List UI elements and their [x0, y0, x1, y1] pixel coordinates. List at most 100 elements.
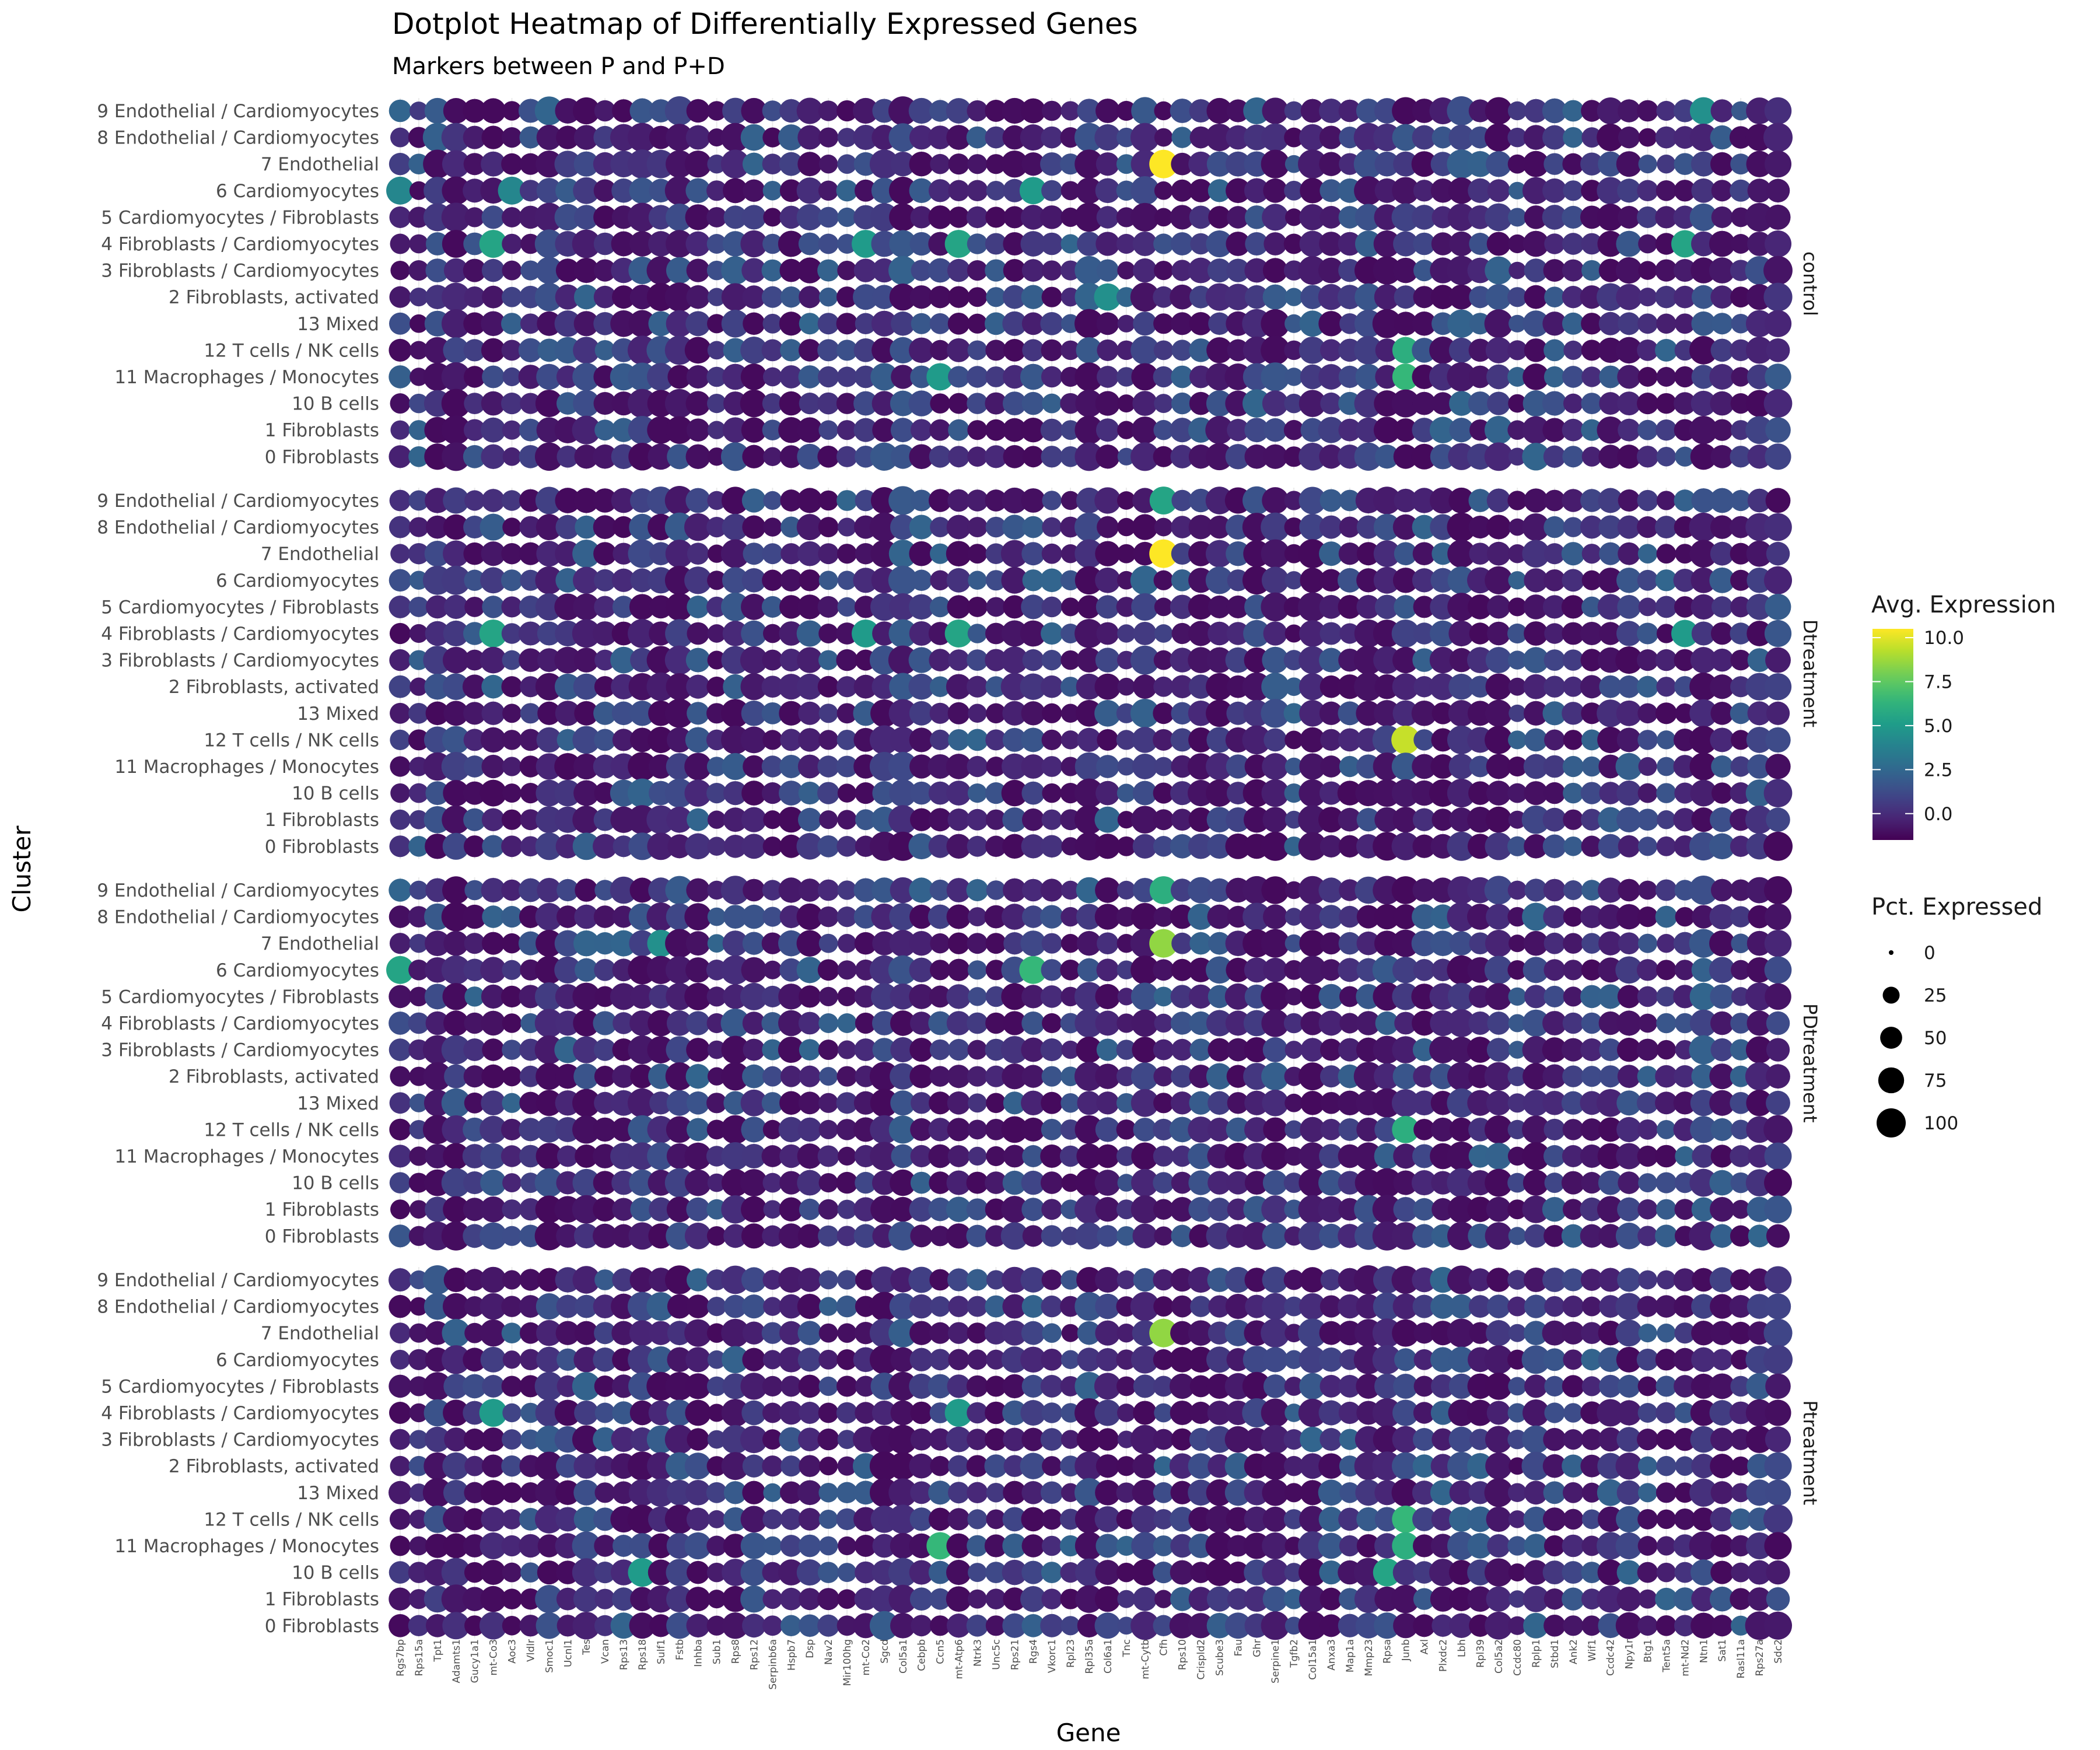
dot	[1320, 1091, 1342, 1114]
dot	[889, 673, 917, 701]
dot	[593, 1117, 617, 1142]
dot	[1338, 99, 1362, 123]
dot	[1447, 540, 1476, 568]
dot	[1261, 876, 1290, 904]
dot	[1580, 515, 1604, 539]
dot	[1060, 960, 1081, 981]
dot	[1413, 1376, 1435, 1397]
dot	[1224, 983, 1251, 1010]
dot	[649, 1321, 673, 1345]
dot	[1356, 417, 1381, 443]
dot	[1656, 1199, 1677, 1220]
dot	[1095, 1479, 1121, 1506]
dot	[928, 1480, 953, 1505]
dot	[409, 624, 428, 643]
dot	[1412, 568, 1437, 593]
cluster-label: 10 B cells	[292, 1173, 379, 1194]
dot	[819, 1457, 838, 1476]
dot	[665, 540, 694, 568]
dot	[685, 488, 711, 513]
dot	[818, 1119, 838, 1139]
dot	[1077, 958, 1101, 982]
dot	[1690, 779, 1717, 807]
dot	[519, 180, 541, 202]
dot	[1339, 905, 1361, 928]
dot	[929, 879, 951, 901]
dot	[556, 905, 579, 928]
dot	[1021, 1170, 1045, 1195]
dot	[535, 1425, 564, 1454]
dot	[1153, 809, 1174, 831]
dot	[911, 260, 932, 281]
dot	[536, 1090, 562, 1116]
dot	[888, 486, 918, 515]
dot	[1412, 1224, 1436, 1248]
dot	[572, 1088, 601, 1117]
dot	[1637, 1429, 1659, 1451]
dot	[502, 1093, 522, 1113]
dot	[574, 444, 598, 469]
dot	[721, 1318, 750, 1348]
dot	[575, 1144, 598, 1168]
dot	[1486, 1268, 1511, 1292]
dot	[1153, 1562, 1175, 1584]
dot	[909, 125, 934, 150]
dot	[1245, 285, 1269, 309]
dot	[946, 1560, 972, 1586]
dot	[910, 1118, 933, 1141]
dot	[409, 570, 429, 590]
gene-label: Fau	[1233, 1639, 1244, 1656]
dot	[1599, 1038, 1622, 1062]
dot	[627, 1088, 657, 1118]
dot	[1671, 230, 1699, 258]
dot	[1522, 390, 1549, 417]
dot	[1484, 1478, 1513, 1507]
dot	[1319, 1560, 1343, 1585]
dot	[1319, 99, 1343, 123]
dot	[1637, 569, 1658, 591]
dot	[1689, 876, 1718, 905]
dot	[480, 1532, 507, 1560]
dot	[1041, 180, 1063, 201]
dot	[1208, 1295, 1231, 1318]
dot	[1599, 782, 1622, 804]
dot	[1544, 543, 1566, 565]
dot	[388, 595, 412, 618]
dot	[1673, 755, 1697, 778]
dot	[1060, 570, 1081, 591]
dot	[723, 205, 747, 229]
dot	[947, 1374, 971, 1398]
dot	[1448, 754, 1475, 779]
dot	[1485, 284, 1512, 310]
cluster-label: 11 Macrophages / Monocytes	[114, 1536, 379, 1557]
dot	[534, 96, 564, 125]
dot	[1562, 153, 1584, 175]
dot	[1689, 540, 1718, 568]
dot	[708, 1510, 726, 1528]
dot	[1225, 1294, 1251, 1320]
dot	[1041, 1295, 1063, 1318]
dot	[1432, 1198, 1454, 1221]
dot	[889, 903, 917, 931]
dot	[502, 447, 522, 466]
dot	[743, 542, 765, 565]
dot	[1188, 1587, 1213, 1612]
dot	[722, 231, 748, 257]
dot	[443, 1196, 470, 1223]
dot	[986, 181, 1006, 201]
dot	[1764, 1452, 1792, 1480]
dot	[1598, 568, 1623, 593]
dot	[1319, 1321, 1343, 1345]
dot	[1284, 1226, 1304, 1246]
dot	[1468, 1268, 1492, 1292]
dot	[707, 1430, 726, 1449]
dot	[1411, 1170, 1437, 1196]
dot	[891, 1144, 915, 1168]
dot	[1133, 312, 1157, 336]
dot	[888, 1478, 918, 1507]
dot	[1170, 594, 1195, 620]
dot	[686, 1038, 710, 1062]
dot	[1060, 544, 1080, 564]
cluster-label: 9 Endothelial / Cardiomyocytes	[97, 1270, 379, 1291]
dot	[930, 340, 951, 361]
